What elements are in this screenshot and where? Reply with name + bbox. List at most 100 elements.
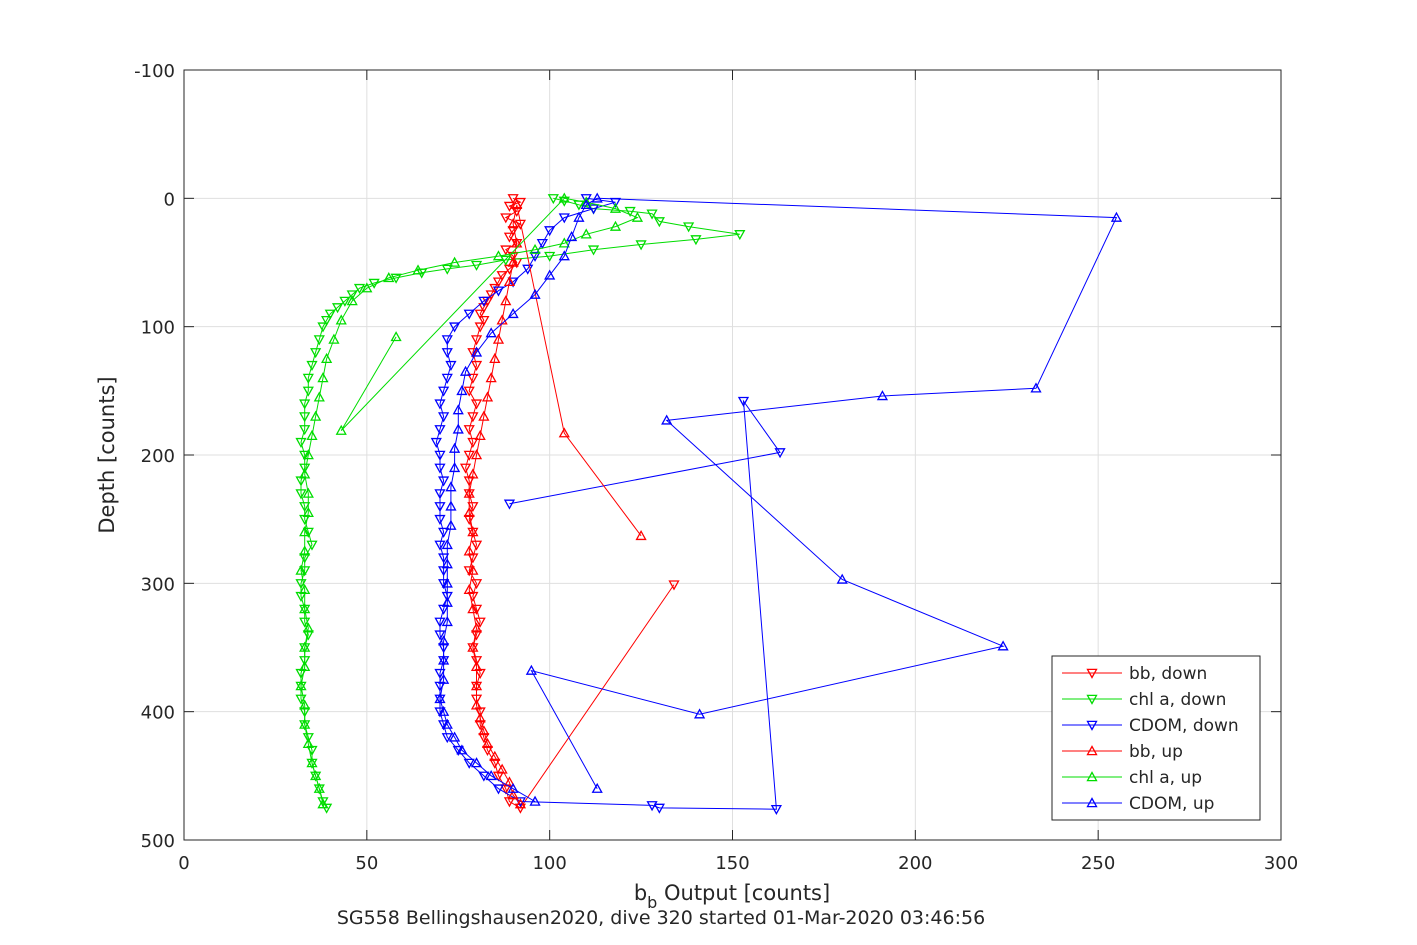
y-tick-label: 500 [141, 831, 175, 852]
data-point [591, 192, 603, 203]
data-point [346, 295, 358, 306]
data-point [302, 622, 314, 633]
data-point [609, 202, 622, 213]
data-point [441, 596, 453, 607]
data-point [635, 530, 647, 541]
data-point [445, 481, 457, 492]
data-point [299, 545, 311, 556]
series-line [439, 197, 1118, 802]
data-point [438, 412, 450, 423]
legend-marker [1086, 668, 1098, 679]
data-point [339, 296, 351, 307]
data-point [500, 255, 512, 266]
data-point [430, 437, 442, 449]
data-point [434, 502, 446, 513]
legend-marker [1086, 745, 1098, 756]
data-point [690, 235, 702, 246]
legend-entry: CDOM, up [1062, 794, 1214, 814]
series-3 [463, 198, 647, 809]
data-point [302, 386, 314, 397]
data-point [456, 384, 468, 396]
data-point [328, 333, 340, 344]
series-line [300, 197, 740, 809]
series-layer [295, 192, 1123, 816]
legend-label: CDOM, down [1129, 716, 1239, 736]
data-point [470, 449, 483, 460]
y-tick-label: -100 [134, 61, 175, 82]
data-point [580, 194, 592, 205]
data-point [500, 245, 512, 256]
data-point [335, 424, 347, 435]
data-point [438, 527, 450, 538]
data-point [997, 640, 1009, 651]
data-point [481, 391, 494, 402]
data-point [774, 448, 786, 459]
data-point [434, 707, 446, 718]
chart-subtitle: SG558 Bellingshausen2020, dive 320 start… [337, 907, 985, 929]
data-point [313, 335, 325, 346]
data-point [317, 798, 329, 809]
y-tick-label: 200 [141, 446, 175, 467]
data-point [302, 449, 314, 460]
data-point [299, 425, 311, 436]
data-point [441, 264, 453, 275]
data-point [302, 373, 314, 384]
data-point [544, 269, 556, 280]
data-point [503, 232, 516, 243]
data-point [434, 463, 446, 474]
data-point [507, 789, 519, 800]
data-point [734, 230, 746, 241]
data-point [302, 733, 314, 744]
data-point [321, 352, 333, 363]
y-tick-label: 100 [141, 318, 175, 339]
y-tick-label: 400 [141, 703, 175, 724]
data-point [474, 429, 486, 440]
data-point [507, 307, 519, 319]
data-point [441, 558, 453, 569]
series-5 [434, 192, 1123, 806]
legend-label: chl a, up [1129, 768, 1202, 788]
y-axis-ticks: -100 0 100 200 300 400 500 [134, 61, 1281, 852]
data-point [470, 656, 483, 667]
data-point [478, 296, 490, 307]
data-point [478, 771, 490, 782]
data-point [295, 564, 307, 575]
data-point [507, 277, 519, 288]
data-point [467, 526, 479, 537]
data-point [683, 222, 695, 233]
x-axis-title-rest: Output [counts] [657, 881, 830, 905]
data-point [441, 335, 453, 346]
data-point [544, 226, 556, 237]
data-point [448, 461, 461, 473]
data-point [331, 303, 344, 314]
x-tick-label: 0 [178, 853, 189, 874]
data-point [448, 322, 461, 333]
y-axis-title: Depth [counts] [95, 376, 119, 533]
data-point [299, 718, 311, 729]
data-point [566, 230, 578, 242]
data-point [434, 450, 446, 461]
legend-marker [1086, 797, 1098, 808]
data-point [587, 245, 600, 256]
data-point [474, 322, 486, 333]
data-point [302, 527, 314, 538]
data-point [558, 213, 570, 224]
data-point [317, 322, 329, 333]
series-line [435, 197, 781, 810]
data-point [438, 635, 450, 646]
data-point [646, 209, 658, 220]
data-point [558, 427, 570, 438]
data-point [459, 463, 472, 474]
data-point [580, 198, 592, 209]
data-point [445, 519, 457, 530]
data-point [470, 680, 483, 691]
data-point [507, 256, 519, 267]
data-point [441, 538, 453, 550]
data-point [470, 757, 483, 768]
data-point [485, 327, 497, 338]
data-point [463, 583, 475, 594]
data-point [299, 566, 311, 577]
series-line [468, 204, 642, 805]
data-point [441, 577, 453, 588]
